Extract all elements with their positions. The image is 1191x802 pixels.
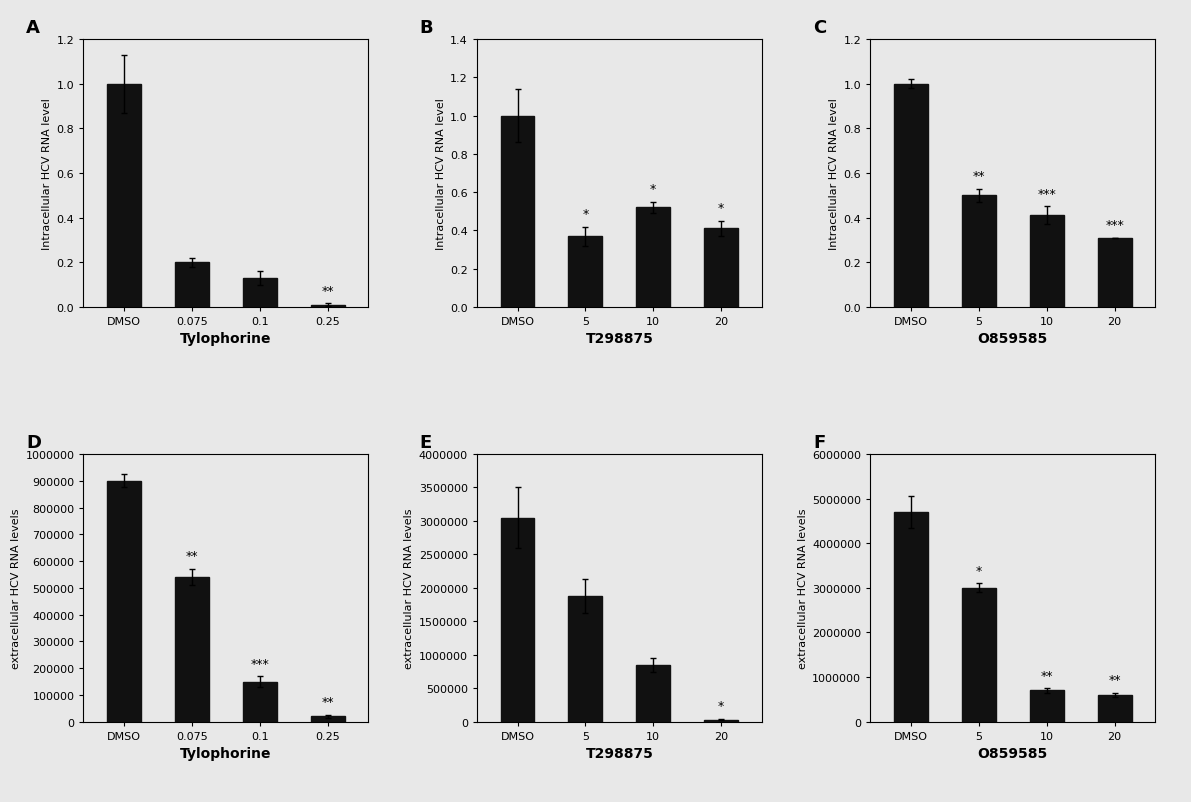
Bar [500, 518, 535, 722]
Text: **: ** [322, 695, 333, 708]
Bar [636, 209, 671, 307]
Text: *: * [650, 183, 656, 196]
Bar [894, 512, 928, 722]
Y-axis label: Intracellular HCV RNA level: Intracellular HCV RNA level [829, 98, 840, 249]
Text: *: * [975, 564, 981, 577]
Text: **: ** [322, 285, 333, 298]
Bar [1098, 695, 1131, 722]
Y-axis label: Intracellular HCV RNA level: Intracellular HCV RNA level [43, 98, 52, 249]
Text: *: * [718, 699, 724, 712]
X-axis label: Tylophorine: Tylophorine [180, 747, 272, 760]
X-axis label: O859585: O859585 [978, 332, 1048, 346]
Text: *: * [582, 208, 588, 221]
Bar [704, 229, 738, 307]
Text: **: ** [973, 170, 985, 183]
Y-axis label: Intracellular HCV RNA level: Intracellular HCV RNA level [436, 98, 445, 249]
Y-axis label: extracellular HCV RNA levels: extracellular HCV RNA levels [798, 508, 807, 668]
Text: F: F [813, 433, 825, 451]
Text: *: * [718, 202, 724, 215]
Bar [894, 85, 928, 307]
Bar [1030, 216, 1064, 307]
Bar [107, 481, 141, 722]
Text: **: ** [186, 549, 198, 563]
Text: D: D [26, 433, 42, 451]
Bar [568, 237, 603, 307]
Bar [311, 306, 344, 307]
Bar [1030, 691, 1064, 722]
Y-axis label: extracellular HCV RNA levels: extracellular HCV RNA levels [11, 508, 21, 668]
Text: ***: *** [1105, 219, 1124, 232]
Bar [175, 577, 208, 722]
Y-axis label: extracellular HCV RNA levels: extracellular HCV RNA levels [405, 508, 414, 668]
Bar [243, 278, 276, 307]
Text: E: E [419, 433, 432, 451]
Bar [243, 682, 276, 722]
Bar [1098, 238, 1131, 307]
Bar [500, 116, 535, 307]
Text: ***: *** [250, 657, 269, 670]
Text: **: ** [1109, 673, 1121, 687]
X-axis label: T298875: T298875 [586, 332, 653, 346]
Text: B: B [419, 18, 434, 37]
Bar [962, 196, 996, 307]
X-axis label: Tylophorine: Tylophorine [180, 332, 272, 346]
X-axis label: T298875: T298875 [586, 747, 653, 760]
Bar [636, 665, 671, 722]
Text: ***: *** [1037, 188, 1056, 200]
X-axis label: O859585: O859585 [978, 747, 1048, 760]
Text: A: A [26, 18, 40, 37]
Bar [962, 588, 996, 722]
Bar [704, 720, 738, 722]
Bar [107, 85, 141, 307]
Text: **: ** [1041, 669, 1053, 682]
Bar [175, 263, 208, 307]
Bar [568, 596, 603, 722]
Bar [311, 716, 344, 722]
Text: C: C [813, 18, 827, 37]
